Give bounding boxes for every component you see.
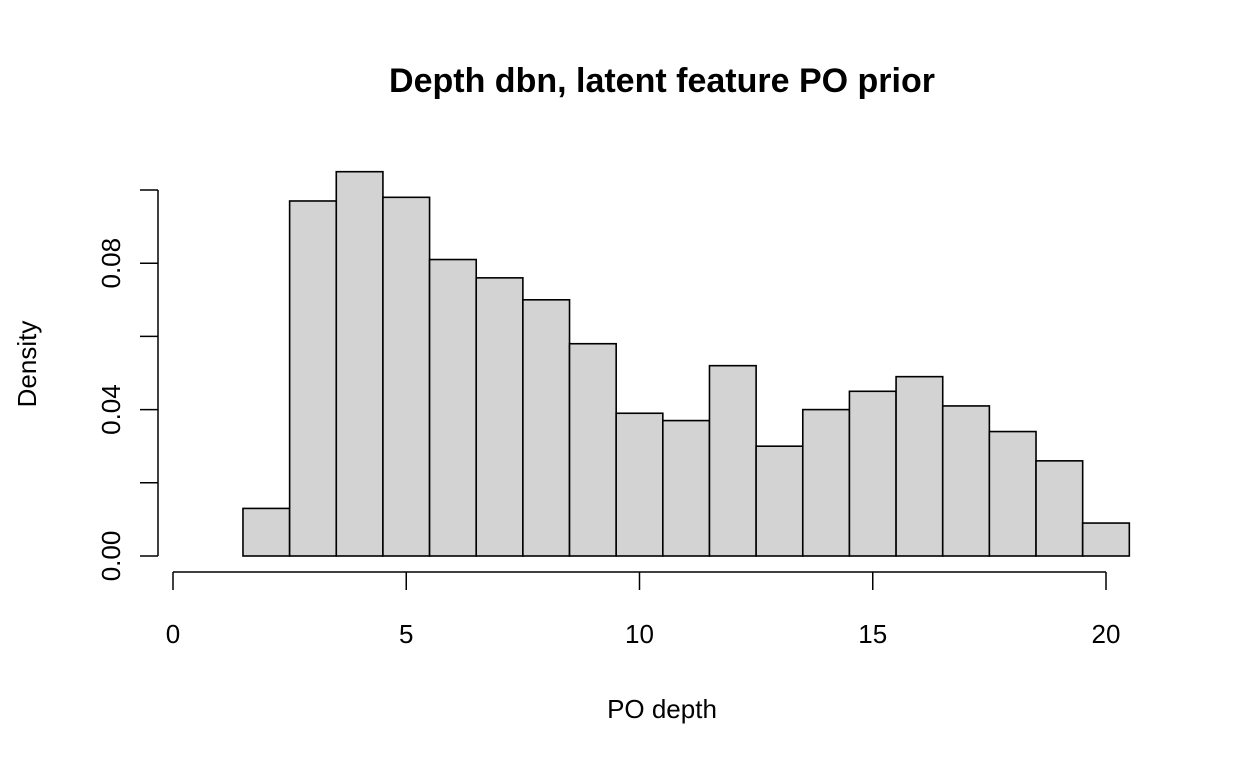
histogram-bar	[615, 412, 664, 557]
y-tick-label: 0.08	[96, 238, 126, 289]
histogram-bar	[1081, 522, 1131, 557]
histogram-bar	[335, 170, 384, 557]
histogram-bar	[568, 342, 617, 557]
histogram-bar	[755, 445, 804, 557]
histogram-bar	[662, 419, 711, 557]
histogram-bar	[801, 408, 851, 557]
y-axis: 0.00 0.04 0.08	[96, 189, 159, 582]
x-tick-label: 10	[625, 619, 654, 649]
histogram-bar	[522, 298, 571, 557]
x-axis: 0 5 10 15 20	[166, 571, 1121, 649]
y-axis-label: Density	[12, 321, 42, 408]
x-tick-label: 15	[858, 619, 887, 649]
x-tick-label: 0	[166, 619, 180, 649]
histogram-bar	[1035, 460, 1084, 557]
histogram-bar	[848, 390, 897, 557]
histogram-bar	[288, 200, 338, 557]
histogram-bar	[988, 430, 1037, 557]
histogram-bar	[242, 507, 291, 557]
y-tick-label: 0.00	[96, 531, 126, 582]
x-tick-label: 20	[1092, 619, 1121, 649]
histogram-bar	[708, 364, 757, 557]
histogram-bars	[242, 170, 1131, 557]
x-axis-label: PO depth	[607, 694, 717, 724]
histogram-bar	[382, 196, 431, 557]
chart-title: Depth dbn, latent feature PO prior	[389, 62, 935, 100]
x-tick-label: 5	[399, 619, 413, 649]
histogram-bar	[475, 277, 524, 557]
histogram-bar	[941, 405, 991, 557]
histogram-bar	[895, 375, 944, 557]
histogram-bar	[428, 258, 478, 557]
y-tick-label: 0.04	[96, 384, 126, 435]
